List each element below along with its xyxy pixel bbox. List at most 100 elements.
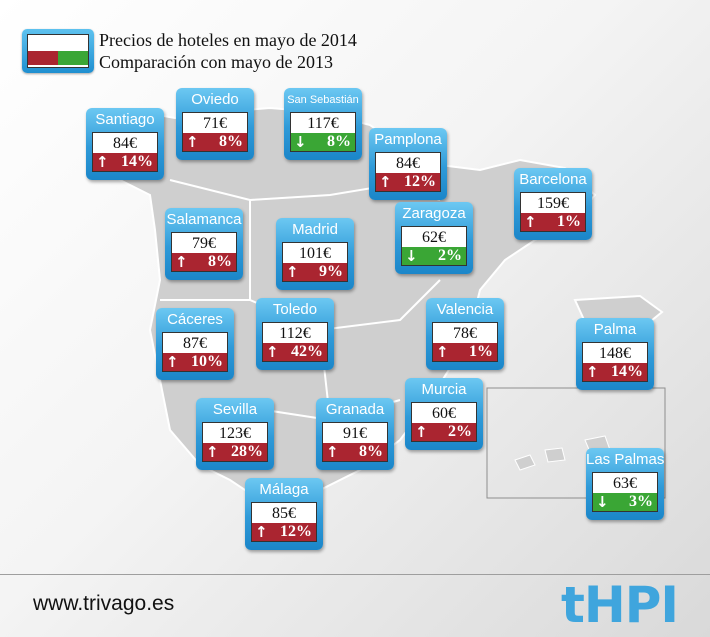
up-arrow-icon: ↑ — [379, 173, 392, 191]
change-percent: 12% — [404, 173, 436, 190]
footer-divider — [0, 574, 710, 575]
change-bar: ↑ 28% — [203, 443, 267, 461]
price-value: 84€ — [396, 155, 420, 172]
change-bar: ↑ 14% — [583, 363, 647, 381]
city-pamplona: Pamplona 84€ ↑ 12% — [369, 128, 447, 200]
up-arrow-icon: ↑ — [186, 133, 199, 151]
legend-swatch — [22, 29, 94, 73]
up-arrow-icon: ↑ — [415, 423, 428, 441]
up-arrow-icon: ↑ — [524, 213, 537, 231]
price-value: 78€ — [453, 325, 477, 342]
change-bar: ↑ 42% — [263, 343, 327, 361]
city-zaragoza: Zaragoza 62€ ↓ 2% — [395, 202, 473, 274]
city-name: Santiago — [95, 111, 155, 128]
change-percent: 1% — [557, 213, 581, 230]
city-name: San Sebastián — [287, 94, 359, 106]
up-arrow-icon: ↑ — [166, 353, 179, 371]
website-link[interactable]: www.trivago.es — [33, 592, 175, 615]
city-name: Oviedo — [191, 91, 239, 108]
legend-comparison-label: Comparación con mayo de 2013 — [99, 52, 333, 72]
city-granada: Granada 91€ ↑ 8% — [316, 398, 394, 470]
city-toledo: Toledo 112€ ↑ 42% — [256, 298, 334, 370]
down-arrow-icon: ↓ — [596, 493, 609, 511]
change-bar: ↑ 12% — [376, 173, 440, 191]
price-value: 123€ — [219, 425, 251, 442]
change-bar: ↑ 1% — [433, 343, 497, 361]
price-value: 71€ — [203, 115, 227, 132]
change-percent: 14% — [121, 153, 153, 170]
city-name: Barcelona — [519, 171, 587, 188]
price-value: 159€ — [537, 195, 569, 212]
canary-islands-frame — [486, 387, 666, 499]
change-percent: 42% — [291, 343, 323, 360]
change-percent: 12% — [280, 523, 312, 540]
change-bar: ↑ 1% — [521, 213, 585, 231]
price-value: 84€ — [113, 135, 137, 152]
change-bar: ↑ 8% — [172, 253, 236, 271]
price-value: 79€ — [192, 235, 216, 252]
change-bar: ↓ 3% — [593, 493, 657, 511]
change-percent: 8% — [208, 253, 232, 270]
city-caceres: Cáceres 87€ ↑ 10% — [156, 308, 234, 380]
change-percent: 8% — [327, 133, 351, 150]
price-value: 91€ — [343, 425, 367, 442]
city-palma: Palma 148€ ↑ 14% — [576, 318, 654, 390]
price-value: 101€ — [299, 245, 331, 262]
up-arrow-icon: ↑ — [255, 523, 268, 541]
city-name: Valencia — [436, 301, 494, 318]
down-arrow-icon: ↓ — [294, 133, 307, 151]
city-name: Sevilla — [212, 401, 258, 418]
city-valencia: Valencia 78€ ↑ 1% — [426, 298, 504, 370]
city-name: Madrid — [292, 221, 338, 238]
up-arrow-icon: ↑ — [326, 443, 339, 461]
change-bar: ↑ 14% — [93, 153, 157, 171]
city-name: Zaragoza — [402, 205, 466, 222]
change-bar: ↓ 8% — [291, 133, 355, 151]
change-percent: 1% — [469, 343, 493, 360]
change-percent: 2% — [438, 247, 462, 264]
change-percent: 2% — [448, 423, 472, 440]
change-bar: ↑ 8% — [183, 133, 247, 151]
city-name: Palma — [593, 321, 637, 338]
price-value: 112€ — [279, 325, 311, 342]
city-name: Salamanca — [166, 211, 242, 228]
change-bar: ↑ 2% — [412, 423, 476, 441]
city-oviedo: Oviedo 71€ ↑ 8% — [176, 88, 254, 160]
city-name: Málaga — [259, 481, 309, 498]
price-value: 60€ — [432, 405, 456, 422]
change-bar: ↑ 9% — [283, 263, 347, 281]
city-barcelona: Barcelona 159€ ↑ 1% — [514, 168, 592, 240]
city-malaga: Málaga 85€ ↑ 12% — [245, 478, 323, 550]
up-arrow-icon: ↑ — [206, 443, 219, 461]
price-value: 148€ — [599, 345, 631, 362]
city-sevilla: Sevilla 123€ ↑ 28% — [196, 398, 274, 470]
change-percent: 3% — [629, 493, 653, 510]
change-percent: 8% — [219, 133, 243, 150]
up-arrow-icon: ↑ — [175, 253, 188, 271]
price-value: 62€ — [422, 229, 446, 246]
city-salamanca: Salamanca 79€ ↑ 8% — [165, 208, 243, 280]
price-value: 117€ — [307, 115, 339, 132]
city-las-palmas: Las Palmas 63€ ↓ 3% — [586, 448, 664, 520]
legend: Precios de hoteles en mayo de 2014 Compa… — [22, 29, 422, 77]
city-madrid: Madrid 101€ ↑ 9% — [276, 218, 354, 290]
change-percent: 28% — [231, 443, 263, 460]
up-arrow-icon: ↑ — [266, 343, 279, 361]
price-value: 87€ — [183, 335, 207, 352]
price-value: 63€ — [613, 475, 637, 492]
up-arrow-icon: ↑ — [286, 263, 299, 281]
thpi-logo: tHPI — [561, 576, 679, 634]
city-name: Toledo — [272, 301, 318, 318]
city-name: Las Palmas — [586, 451, 665, 468]
city-san-sebastian: San Sebastián 117€ ↓ 8% — [284, 88, 362, 160]
up-arrow-icon: ↑ — [96, 153, 109, 171]
change-percent: 8% — [359, 443, 383, 460]
change-bar: ↑ 8% — [323, 443, 387, 461]
city-santiago: Santiago 84€ ↑ 14% — [86, 108, 164, 180]
change-bar: ↑ 10% — [163, 353, 227, 371]
change-percent: 9% — [319, 263, 343, 280]
down-arrow-icon: ↓ — [405, 247, 418, 265]
change-bar: ↑ 12% — [252, 523, 316, 541]
city-name: Pamplona — [374, 131, 442, 148]
city-name: Cáceres — [167, 311, 223, 328]
